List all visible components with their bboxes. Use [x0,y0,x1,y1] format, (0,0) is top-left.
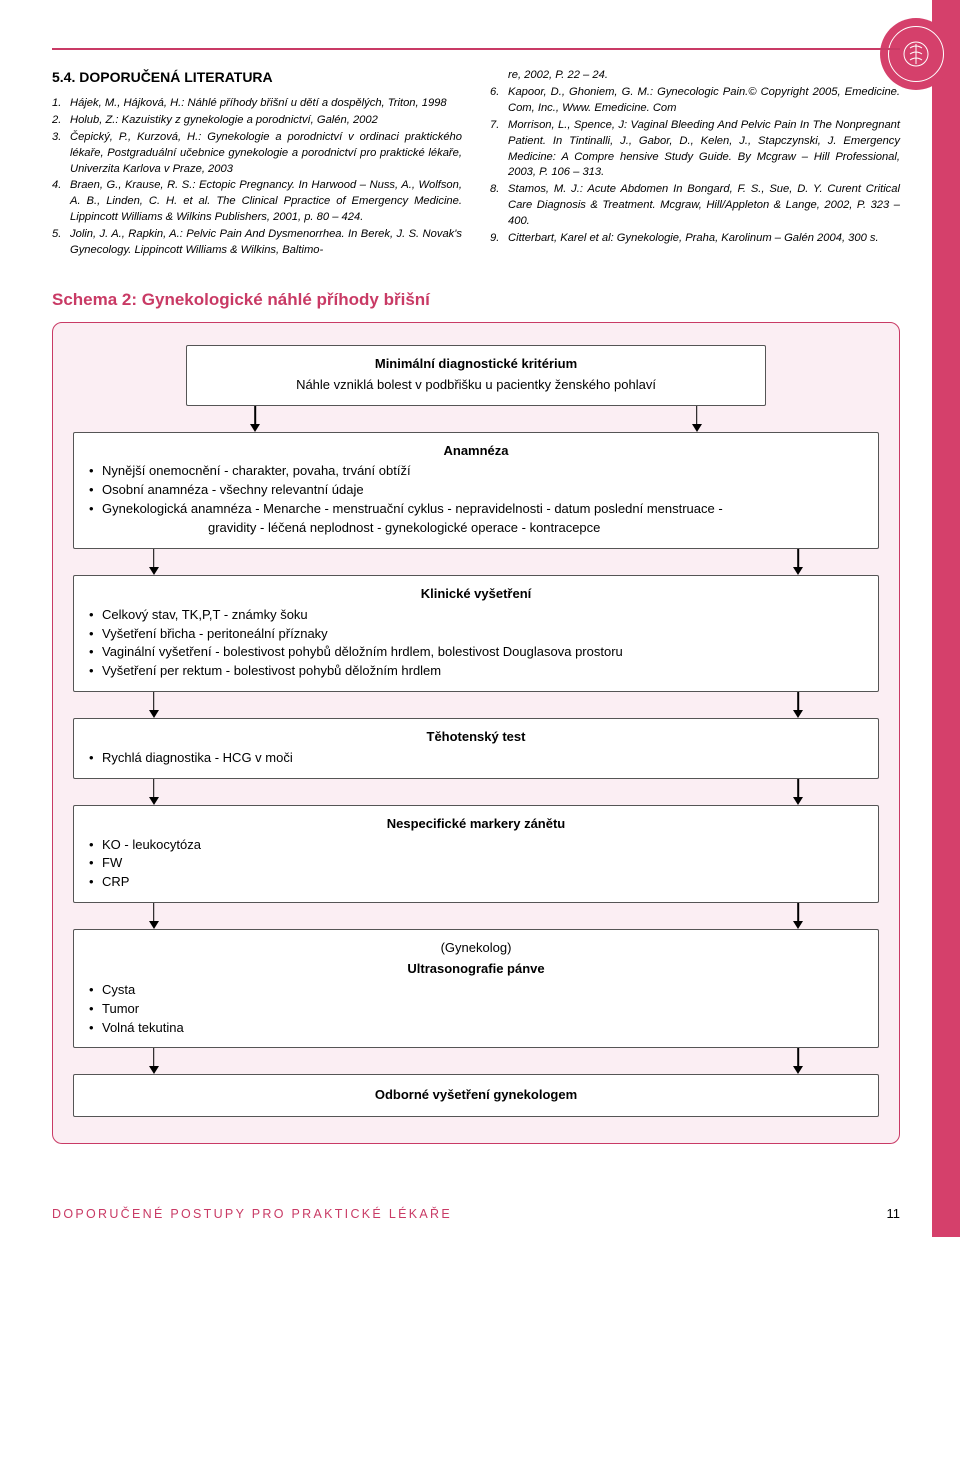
box-title: Anamnéza [88,442,864,461]
bullet-list: Rychlá diagnostika - HCG v moči [88,749,864,768]
bullet-item: Vyšetření per rektum - bolestivost pohyb… [88,662,864,681]
bullet-item: Vaginální vyšetření - bolestivost pohybů… [88,643,864,662]
lit-item: 4.Braen, G., Krause, R. S.: Ectopic Preg… [52,178,462,226]
bullet-list: Celkový stav, TK,P,T - známky šoku Vyšet… [88,606,864,681]
top-rule [52,48,900,50]
bullet-item: Rychlá diagnostika - HCG v moči [88,749,864,768]
arrows [73,549,879,575]
lit-item: 6.Kapoor, D., Ghoniem, G. M.: Gynecologi… [490,85,900,117]
bullet-list: KO - leukocytóza FW CRP [88,836,864,893]
arrows [73,692,879,718]
schema-title: Schema 2: Gynekologické náhlé příhody bř… [52,290,900,310]
box-title: Klinické vyšetření [88,585,864,604]
bullet-item: FW [88,854,864,873]
box-subtitle: Náhle vzniklá bolest v podbřišku u pacie… [201,376,751,395]
schema-box-1: Minimální diagnostické kritérium Náhle v… [186,345,766,406]
literature-right-col: re, 2002, P. 22 – 24. 6.Kapoor, D., Ghon… [490,68,900,260]
literature-section: 5.4. DOPORUČENÁ LITERATURA 1.Hájek, M., … [52,68,900,260]
lit-item: 8.Stamos, M. J.: Acute Abdomen In Bongar… [490,182,900,230]
bullet-item: Vyšetření břicha - peritoneální příznaky [88,625,864,644]
lit-item: 3.Čepický, P., Kurzová, H.: Gynekologie … [52,130,462,178]
schema-area: Minimální diagnostické kritérium Náhle v… [52,322,900,1144]
box-title: Nespecifické markery zánětu [88,815,864,834]
arrows [73,1048,879,1074]
lit-item: 5.Jolin, J. A., Rapkin, A.: Pelvic Pain … [52,227,462,259]
schema-box-4: Těhotenský test Rychlá diagnostika - HCG… [73,718,879,779]
literature-left-col: 5.4. DOPORUČENÁ LITERATURA 1.Hájek, M., … [52,68,462,260]
schema-box-7: Odborné vyšetření gynekologem [73,1074,879,1117]
lit-item: 7.Morrison, L., Spence, J: Vaginal Bleed… [490,118,900,182]
bullet-item: KO - leukocytóza [88,836,864,855]
indent-line: gravidity - léčená neplodnost - gynekolo… [88,519,864,538]
box-title: Minimální diagnostické kritérium [201,355,751,374]
page-content: 5.4. DOPORUČENÁ LITERATURA 1.Hájek, M., … [0,0,960,1184]
bullet-item: Tumor [88,1000,864,1019]
arrows [73,903,879,929]
bullet-item: CRP [88,873,864,892]
schema-box-2: Anamnéza Nynější onemocnění - charakter,… [73,432,879,549]
box-title: Ultrasonografie pánve [88,960,864,979]
footer-left: DOPORUČENÉ POSTUPY PRO PRAKTICKÉ LÉKAŘE [52,1207,452,1221]
arrows [73,779,879,805]
box-title: Odborné vyšetření gynekologem [88,1086,864,1105]
lit-item: 1.Hájek, M., Hájková, H.: Náhlé příhody … [52,96,462,112]
schema-box-5: Nespecifické markery zánětu KO - leukocy… [73,805,879,903]
bullet-list: Cysta Tumor Volná tekutina [88,981,864,1038]
pre-label: (Gynekolog) [88,939,864,958]
bullet-item: Gynekologická anamnéza - Menarche - mens… [88,500,864,519]
schema-box-6: (Gynekolog) Ultrasonografie pánve Cysta … [73,929,879,1048]
bullet-list: Nynější onemocnění - charakter, povaha, … [88,462,864,519]
lit-item: re, 2002, P. 22 – 24. [490,68,900,84]
page-footer: DOPORUČENÉ POSTUPY PRO PRAKTICKÉ LÉKAŘE … [0,1184,960,1237]
box-title: Těhotenský test [88,728,864,747]
lit-item: 9.Citterbart, Karel et al: Gynekologie, … [490,231,900,247]
schema-box-3: Klinické vyšetření Celkový stav, TK,P,T … [73,575,879,692]
bullet-item: Volná tekutina [88,1019,864,1038]
bullet-item: Cysta [88,981,864,1000]
arrows [186,406,766,432]
lit-item: 2.Holub, Z.: Kazuistiky z gynekologie a … [52,113,462,129]
footer-page-number: 11 [887,1206,901,1221]
bullet-item: Celkový stav, TK,P,T - známky šoku [88,606,864,625]
bullet-item: Osobní anamnéza - všechny relevantní úda… [88,481,864,500]
literature-heading: 5.4. DOPORUČENÁ LITERATURA [52,68,462,88]
bullet-item: Nynější onemocnění - charakter, povaha, … [88,462,864,481]
